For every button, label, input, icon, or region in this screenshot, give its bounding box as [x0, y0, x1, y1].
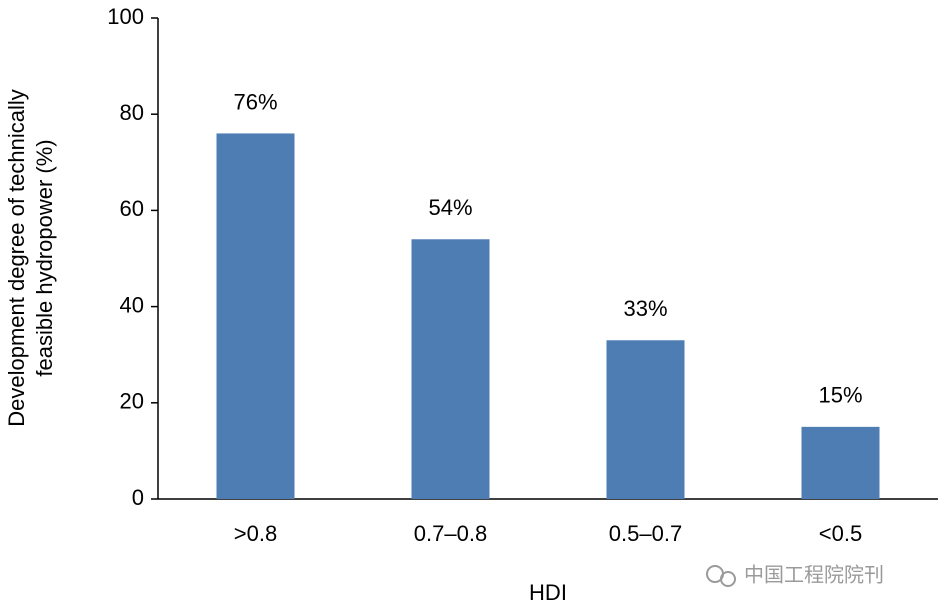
watermark: 中国工程院院刊: [744, 563, 884, 587]
bar: [411, 239, 490, 499]
x-tick-label: 0.5–0.7: [609, 521, 682, 546]
value-label: 54%: [428, 195, 472, 220]
value-label: 76%: [233, 89, 277, 114]
y-tick-label: 100: [107, 4, 144, 29]
y-tick-label: 0: [132, 485, 144, 510]
x-tick-label: 0.7–0.8: [414, 521, 487, 546]
x-axis-label: HDI: [529, 580, 567, 605]
value-label: 33%: [623, 296, 667, 321]
y-tick-label: 60: [120, 196, 144, 221]
y-axis-label: feasible hydropower (%): [32, 139, 57, 376]
y-tick-label: 20: [120, 389, 144, 414]
x-tick-label: <0.5: [819, 521, 862, 546]
y-tick-label: 80: [120, 100, 144, 125]
y-axis-label: Development degree of technically: [4, 89, 29, 427]
bar: [606, 340, 685, 499]
bar: [801, 426, 880, 499]
x-tick-label: >0.8: [234, 521, 277, 546]
watermark-icon: [706, 565, 736, 587]
value-label: 15%: [818, 383, 862, 408]
y-tick-label: 40: [120, 292, 144, 317]
bar: [216, 133, 295, 499]
